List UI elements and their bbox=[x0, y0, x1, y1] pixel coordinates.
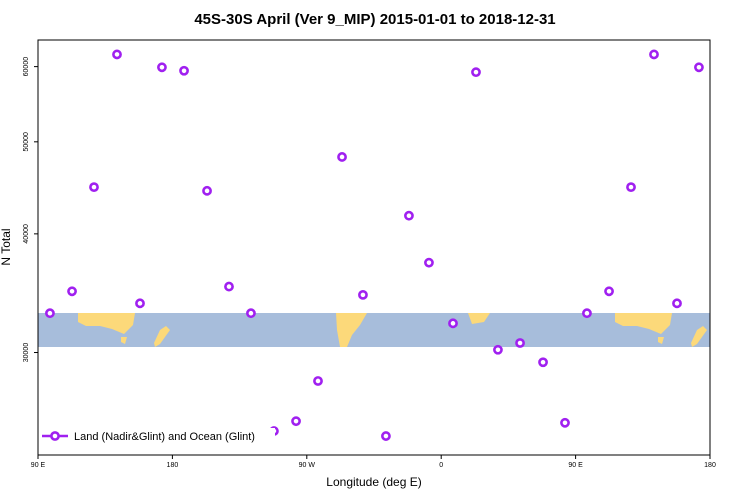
point bbox=[515, 338, 525, 348]
x-tick-label: 90 E bbox=[568, 462, 583, 469]
point bbox=[291, 416, 301, 427]
point bbox=[157, 62, 167, 73]
point bbox=[649, 49, 659, 60]
point bbox=[538, 357, 548, 368]
plot-frame bbox=[37, 39, 711, 456]
point bbox=[112, 49, 122, 60]
point bbox=[493, 344, 503, 355]
y-axis-label: N Total bbox=[0, 228, 13, 265]
point bbox=[404, 210, 414, 221]
point bbox=[67, 286, 77, 297]
y-tick-label: 50000 bbox=[23, 132, 30, 152]
point bbox=[45, 308, 55, 319]
legend-label: Land (Nadir&Glint) and Ocean (Glint) bbox=[74, 431, 255, 443]
point bbox=[89, 182, 99, 193]
point bbox=[358, 289, 368, 300]
legend-marker bbox=[50, 431, 60, 441]
point bbox=[424, 257, 434, 268]
point bbox=[448, 318, 458, 329]
point bbox=[246, 308, 256, 319]
point bbox=[582, 308, 592, 319]
point bbox=[135, 298, 145, 309]
point bbox=[560, 417, 570, 428]
chart-title: 45S-30S April (Ver 9_MIP) 2015-01-01 to … bbox=[194, 11, 555, 28]
y-tick-label: 60000 bbox=[23, 57, 30, 77]
point bbox=[381, 431, 391, 441]
legend-box bbox=[39, 428, 275, 444]
point bbox=[224, 281, 234, 292]
point bbox=[694, 62, 704, 73]
point bbox=[604, 286, 614, 297]
x-tick-label: 0 bbox=[439, 462, 443, 469]
point bbox=[337, 152, 347, 162]
y-tick-label: 30000 bbox=[23, 343, 30, 363]
point bbox=[672, 298, 682, 309]
point bbox=[626, 182, 636, 193]
y-tick-label: 40000 bbox=[23, 224, 30, 244]
point bbox=[471, 67, 481, 78]
point bbox=[179, 65, 189, 76]
x-tick-label: 90 E bbox=[31, 462, 46, 469]
map-strip bbox=[38, 313, 710, 347]
x-axis-label: Longitude (deg E) bbox=[326, 475, 421, 489]
point bbox=[313, 376, 323, 386]
x-tick-label: 90 W bbox=[299, 462, 316, 469]
x-tick-label: 180 bbox=[704, 462, 716, 469]
x-tick-label: 180 bbox=[167, 462, 179, 469]
point bbox=[202, 185, 212, 196]
